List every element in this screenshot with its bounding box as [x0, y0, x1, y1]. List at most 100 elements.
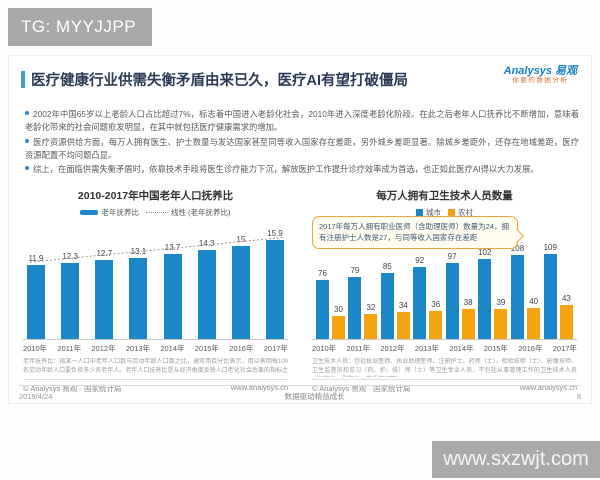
source-row: © Analysys 易观 · 国家统计局 www.analysys.cn	[23, 379, 288, 394]
x-tick: 2013年	[125, 344, 151, 353]
bar	[265, 240, 284, 339]
bullet-dot-icon	[25, 166, 29, 171]
bar	[559, 305, 573, 339]
bar	[231, 246, 250, 339]
bar	[380, 272, 394, 339]
bar-column: 13.7	[163, 243, 182, 339]
bar-column: 15	[231, 235, 250, 339]
legend-item-trendline: 线性 (老年抚养比)	[145, 207, 231, 218]
bar-column: 14.3	[197, 239, 216, 339]
bar-value-label: 32	[366, 303, 376, 313]
bar-column: 76	[316, 269, 329, 339]
bar-value-label: 102	[478, 248, 492, 258]
legend-label: 农村	[458, 207, 473, 217]
bar-column: 13.1	[129, 247, 148, 339]
x-tick: 2013年	[414, 344, 440, 353]
bullet-dot-icon	[25, 138, 29, 143]
bar-column: 109	[544, 243, 557, 339]
x-tick: 2016年	[229, 344, 254, 353]
bullet-text: 2002年中国65岁以上老龄人口占比超过7%，标志着中国进入老龄化社会，2010…	[25, 109, 579, 132]
bullet-list: 2002年中国65岁以上老龄人口占比超过7%，标志着中国进入老龄化社会，2010…	[25, 108, 579, 178]
bullet-item: 医疗资源供给方面，每万人拥有医生、护士数量与发达国家甚至同等收入国家存在差距，另…	[25, 136, 579, 162]
site-watermark-badge: www.sxzwjt.com	[432, 441, 600, 478]
bar	[129, 257, 148, 339]
slide: 医疗健康行业供需失衡矛盾由来已久，医疗AI有望打破僵局 Analysys 易观 …	[8, 55, 592, 404]
x-tick: 2015年	[194, 344, 219, 353]
chart-footnote: 老年抚养比：指某一人口中老年人口数与劳动年龄人口数之比，通常用百分比表示，用以表…	[23, 359, 288, 374]
legend-rural-swatch	[448, 208, 455, 216]
bar-column: 40	[527, 296, 541, 339]
logo-brand-text: Analysys 易观	[503, 65, 577, 77]
bar-value-label: 92	[415, 256, 425, 266]
chart-title: 2010-2017年中国老年人口抚养比	[77, 190, 234, 202]
bullet-item: 2002年中国65岁以上老龄人口占比超过7%，标志着中国进入老龄化社会，2010…	[25, 108, 579, 134]
bar-column: 79	[348, 266, 362, 339]
bar-group: 85 34	[380, 262, 410, 339]
bar	[445, 263, 459, 339]
bar	[494, 308, 508, 339]
bullet-text: 综上，在面临供需失衡矛盾时，依靠技术手段将医生诊疗能力下沉，解放医护工作提升诊疗…	[33, 164, 539, 175]
bar-value-label: 38	[463, 298, 473, 308]
legend-urban-swatch	[416, 208, 423, 216]
bullet-dot-icon	[25, 111, 29, 115]
bar	[510, 254, 524, 339]
bar-value-label: 11.9	[28, 254, 44, 264]
bar-value-label: 34	[398, 301, 408, 311]
bar-column: 32	[364, 303, 378, 339]
bar-column: 92	[413, 256, 427, 339]
bar-column: 43	[559, 294, 573, 339]
bar-value-label: 40	[529, 296, 539, 306]
annotation-text: 2017年每万人拥有职业医师（含助理医师）数量为24，拥有注册护士人数是27，与…	[319, 222, 510, 243]
bar	[332, 315, 345, 339]
bar	[478, 259, 492, 339]
bar-group: 108 40	[510, 243, 541, 339]
bar-column: 102	[478, 248, 491, 339]
chart-legend: 老年抚养比 线性 (老年抚养比)	[23, 206, 288, 218]
x-axis-labels: 2010年 2011年 2012年 2013年 2014年 2015年 2016年 2017年	[23, 340, 288, 354]
bar-group: 109 43	[544, 243, 573, 339]
annotation-callout: 2017年每万人拥有职业医师（含助理医师）数量为24，拥有注册护士人数是27，与…	[312, 216, 518, 249]
bar	[429, 310, 443, 339]
bar-value-label: 39	[496, 297, 506, 307]
title-accent-bar	[21, 71, 25, 88]
bar-value-label: 79	[350, 266, 360, 276]
x-tick: 2017年	[263, 344, 288, 353]
slide-footer: 2019/4/24 数据驱动精益成长 8	[19, 385, 581, 402]
source-url: www.analysys.cn	[519, 383, 577, 392]
bar-value-label: 12.7	[96, 249, 113, 259]
bar-column: 30	[332, 305, 345, 339]
bullet-item: 综上，在面临供需失衡矛盾时，依靠技术手段将医生诊疗能力下沉，解放医护工作提升诊疗…	[25, 163, 579, 176]
bar-group: 79 32	[348, 266, 378, 339]
x-axis-labels: 2010年 2011年 2012年 2013年 2014年 2015年 2016年 2017年	[312, 340, 577, 354]
title-row: 医疗健康行业供需失衡矛盾由来已久，医疗AI有望打破僵局 Analysys 易观 …	[21, 65, 583, 90]
bar-value-label: 30	[334, 304, 343, 314]
bar-column: 12.3	[61, 252, 80, 339]
bar-column: 36	[429, 300, 443, 339]
x-tick: 2011年	[346, 344, 371, 353]
bar-group: 76 30	[316, 269, 345, 339]
bar-value-label: 109	[543, 242, 557, 252]
analysys-logo: Analysys 易观 你要的数据分析	[504, 65, 577, 84]
bar	[348, 277, 362, 339]
grouped-bar-plot: 76 30 79 32 85 34 92 36 97 38 102 39 108 40 109 43	[312, 226, 577, 340]
x-tick: 2012年	[91, 344, 116, 353]
bar	[364, 314, 378, 339]
bullet-text: 医疗资源供给方面，每万人拥有医生、护士数量与发达国家甚至同等收入国家存在差距，另…	[25, 136, 579, 160]
bar-column: 85	[380, 262, 394, 339]
bar-value-label: 97	[447, 252, 457, 262]
legend-bar-swatch	[80, 209, 99, 215]
chart-health-workers: 每万人拥有卫生技术人员数量 城市 农村 2017年每万人拥有职业医师（含助理医师…	[312, 188, 577, 393]
chart-elderly-dependency: 2010-2017年中国老年人口抚养比 老年抚养比 线性 (老年抚养比) 11.…	[23, 188, 288, 393]
bar-column: 34	[396, 301, 410, 339]
bar	[197, 250, 216, 339]
bar-value-label: 108	[510, 243, 525, 253]
bar-value-label: 13.7	[164, 243, 181, 253]
x-tick: 2012年	[380, 344, 405, 353]
chart-legend: 城市 农村	[312, 206, 577, 218]
bar-value-label: 43	[561, 294, 571, 304]
chart-footnote: 卫生技术人员：包括执业医师、执业助理医师、注册护士、药师（士）、检验技师（士）、…	[312, 359, 577, 374]
bar-value-label: 76	[318, 268, 327, 278]
bar-column: 11.9	[27, 254, 45, 339]
bar	[316, 279, 329, 339]
x-tick: 2010年	[23, 344, 48, 353]
